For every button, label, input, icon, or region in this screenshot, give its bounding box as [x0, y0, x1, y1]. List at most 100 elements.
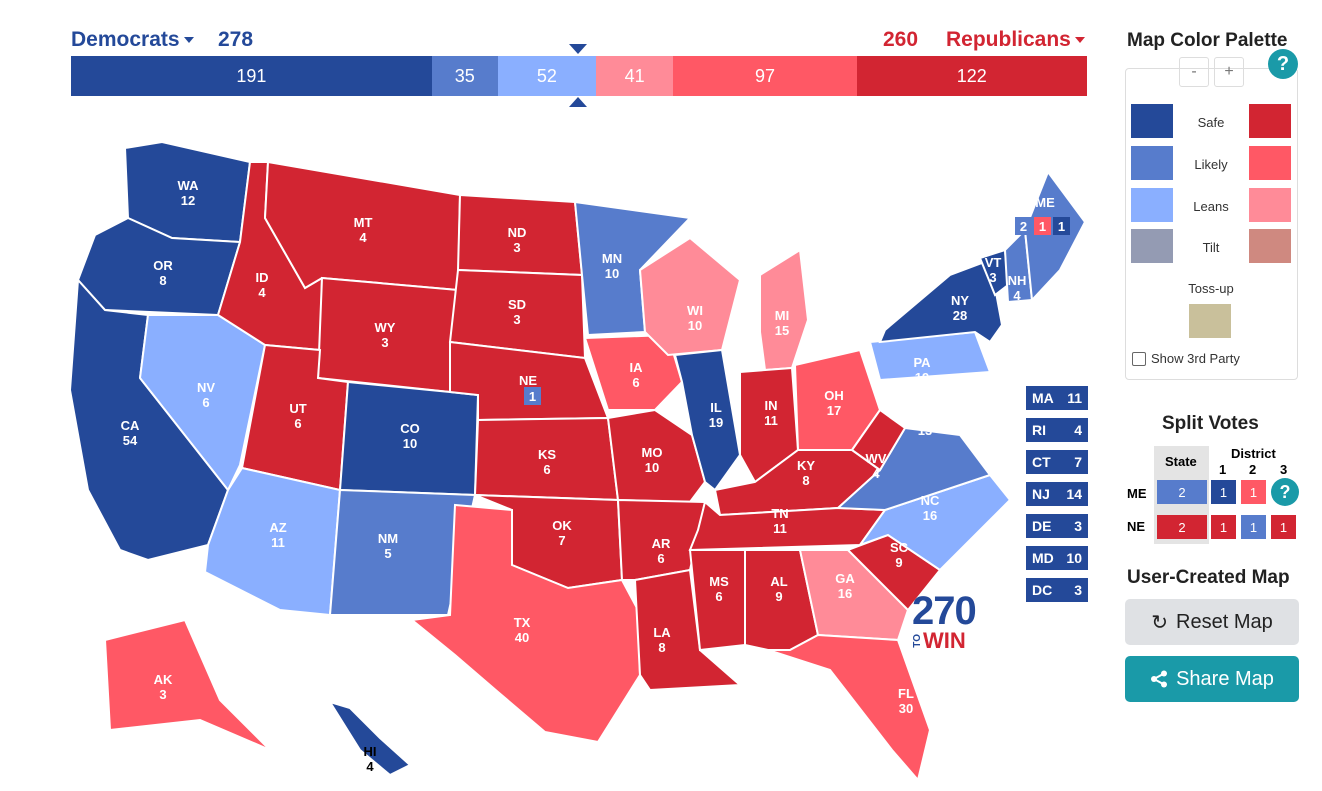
share-icon: [1151, 670, 1168, 688]
state-label-mo: MO: [642, 445, 663, 460]
state-label-mi: MI: [775, 308, 789, 323]
ne-district-box[interactable]: [524, 387, 541, 405]
state-ev-ut: 6: [294, 416, 301, 431]
state-label-fl: FL: [898, 686, 914, 701]
state-tx[interactable]: [409, 503, 642, 744]
district-2-header: 2: [1249, 462, 1257, 477]
state-ev-fl: 30: [899, 701, 913, 716]
me-state-vote[interactable]: 2: [1157, 480, 1207, 504]
me-district-box-2[interactable]: [1034, 217, 1051, 235]
state-la[interactable]: [633, 568, 743, 692]
tilt-rep-swatch[interactable]: [1249, 229, 1291, 263]
third-party-checkbox[interactable]: [1132, 351, 1146, 366]
state-ev-wa: 12: [181, 193, 195, 208]
270towin-logo: 270 TO WIN: [912, 591, 977, 652]
ne-state-vote[interactable]: 2: [1157, 515, 1207, 539]
state-ga[interactable]: [798, 549, 910, 642]
state-ev-ar: 6: [657, 551, 664, 566]
state-ev-va: 13: [918, 423, 932, 438]
zoom-in-button[interactable]: +: [1214, 57, 1244, 87]
state-il[interactable]: [673, 348, 742, 492]
me-district-box-3[interactable]: [1053, 217, 1070, 235]
safe-rep-swatch[interactable]: [1249, 104, 1291, 138]
small-state-ev: 3: [1074, 582, 1082, 598]
small-state-abbr: DE: [1032, 518, 1052, 534]
ne-district-3-vote[interactable]: 1: [1271, 515, 1296, 539]
likely-dem-swatch[interactable]: [1131, 146, 1173, 180]
small-state-ct[interactable]: CT 7: [1026, 450, 1088, 474]
ne-district-1-vote[interactable]: 1: [1211, 515, 1236, 539]
state-ev-vt: 3: [989, 270, 996, 285]
state-me[interactable]: [1023, 169, 1087, 303]
state-label-az: AZ: [269, 520, 286, 535]
state-ev-ok: 7: [558, 533, 565, 548]
palette-help-icon[interactable]: ?: [1268, 49, 1298, 79]
me-district-box-1[interactable]: [1015, 217, 1032, 235]
share-map-label: Share Map: [1176, 667, 1274, 690]
state-label-ca: CA: [121, 418, 140, 433]
state-wv[interactable]: [850, 408, 907, 472]
state-ev-wi: 10: [688, 318, 702, 333]
small-state-ma[interactable]: MA 11: [1026, 386, 1088, 410]
district-1-header: 1: [1219, 462, 1227, 477]
small-state-de[interactable]: DE 3: [1026, 514, 1088, 538]
state-label-nh: NH: [1008, 273, 1027, 288]
state-ev-la: 8: [658, 640, 665, 655]
republicans-label: Republicans: [946, 28, 1071, 51]
me-district-1-vote[interactable]: 1: [1211, 480, 1236, 504]
likely-rep-swatch[interactable]: [1249, 146, 1291, 180]
ne-district-2-vote[interactable]: 1: [1241, 515, 1266, 539]
state-label-ga: GA: [835, 571, 855, 586]
safe-dem-swatch[interactable]: [1131, 104, 1173, 138]
small-state-ri[interactable]: RI 4: [1026, 418, 1088, 442]
share-map-button[interactable]: Share Map: [1125, 656, 1299, 702]
state-ev-id: 4: [258, 285, 266, 300]
tossup-swatch[interactable]: [1189, 304, 1231, 338]
state-label-oh: OH: [824, 388, 844, 403]
small-state-ev: 14: [1066, 486, 1082, 502]
state-ev-nm: 5: [384, 546, 391, 561]
state-label-tn: TN: [771, 506, 788, 521]
district-header: District: [1231, 446, 1276, 461]
state-label-wy: WY: [375, 320, 396, 335]
state-ev-pa: 19: [915, 370, 929, 385]
small-state-dc[interactable]: DC 3: [1026, 578, 1088, 602]
zoom-out-button[interactable]: -: [1179, 57, 1209, 87]
user-map-title: User-Created Map: [1127, 567, 1290, 588]
democrats-label: Democrats: [71, 28, 180, 51]
state-ak[interactable]: [103, 618, 271, 751]
chevron-down-icon: [1074, 37, 1085, 44]
palette-title: Map Color Palette: [1127, 30, 1288, 51]
reset-map-button[interactable]: ↻ Reset Map: [1125, 599, 1299, 645]
state-ev-wy: 3: [381, 335, 388, 350]
small-state-nj[interactable]: NJ 14: [1026, 482, 1088, 506]
state-hi[interactable]: [327, 700, 412, 777]
leans-dem-swatch[interactable]: [1131, 188, 1173, 222]
state-or[interactable]: [76, 216, 242, 317]
small-state-md[interactable]: MD 10: [1026, 546, 1088, 570]
state-label-tx: TX: [514, 615, 531, 630]
us-electoral-map: WA12OR8CA54NV6ID4MT4WY3UT6AZ11CO10NM5ND3…: [68, 140, 1087, 783]
state-label-wv: WV: [866, 451, 887, 466]
state-ev-il: 19: [709, 415, 723, 430]
state-ev-sd: 3: [513, 312, 520, 327]
state-header: State: [1165, 454, 1197, 469]
state-label-ar: AR: [652, 536, 671, 551]
me-district-2-vote[interactable]: 1: [1241, 480, 1266, 504]
state-ev-wv: 4: [872, 466, 880, 481]
state-label-wa: WA: [178, 178, 200, 193]
republicans-dropdown[interactable]: Republicans: [946, 26, 1085, 54]
state-label-sc: SC: [890, 540, 909, 555]
state-fl[interactable]: [767, 633, 932, 783]
state-label-ak: AK: [154, 672, 173, 687]
bar-segment-1: 35: [431, 56, 498, 96]
tilt-dem-swatch[interactable]: [1131, 229, 1173, 263]
state-label-la: LA: [653, 625, 671, 640]
state-ev-ms: 6: [715, 589, 722, 604]
leans-rep-swatch[interactable]: [1249, 188, 1291, 222]
state-ny[interactable]: [878, 258, 1004, 344]
state-label-or: OR: [153, 258, 173, 273]
state-ev-ga: 16: [838, 586, 852, 601]
split-help-icon[interactable]: ?: [1271, 478, 1299, 506]
democrats-dropdown[interactable]: Democrats: [71, 26, 194, 54]
